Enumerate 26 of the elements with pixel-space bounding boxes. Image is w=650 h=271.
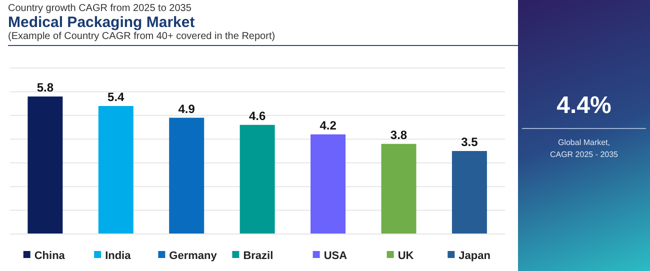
text: (Example of Country CAGR from 40+ covered in the Report) [8, 31, 518, 46]
data-label: 3.5 [461, 135, 478, 149]
x-tick-label: India [105, 250, 132, 262]
chart-title: Medical Packaging Market [8, 14, 196, 31]
bar [240, 124, 275, 234]
bar [169, 118, 204, 234]
text: 4.4% [556, 92, 612, 120]
data-label: 3.8 [390, 128, 408, 142]
bar [381, 144, 416, 234]
x-tick-label: Germany [169, 250, 218, 262]
x-tick-label: UK [398, 250, 414, 262]
data-label: 5.8 [36, 80, 54, 94]
data-label: 5.4 [108, 90, 125, 104]
bar [310, 134, 346, 234]
data-label: 4.6 [248, 108, 266, 123]
data-label: 4.2 [320, 118, 337, 132]
x-tick-label: Japan [458, 250, 491, 262]
data-label: 4.9 [178, 102, 196, 116]
x-tick-label: Brazil [243, 250, 274, 262]
x-tick-label: China [34, 250, 66, 262]
text: Global Market, CAGR 2025 - 2035 [548, 137, 620, 161]
chart-subtitle: Country growth CAGR from 2025 to 2035 [8, 3, 192, 14]
bar [28, 96, 63, 234]
x-tick-label: USA [324, 250, 348, 262]
bar [452, 151, 487, 234]
bar [98, 106, 134, 234]
